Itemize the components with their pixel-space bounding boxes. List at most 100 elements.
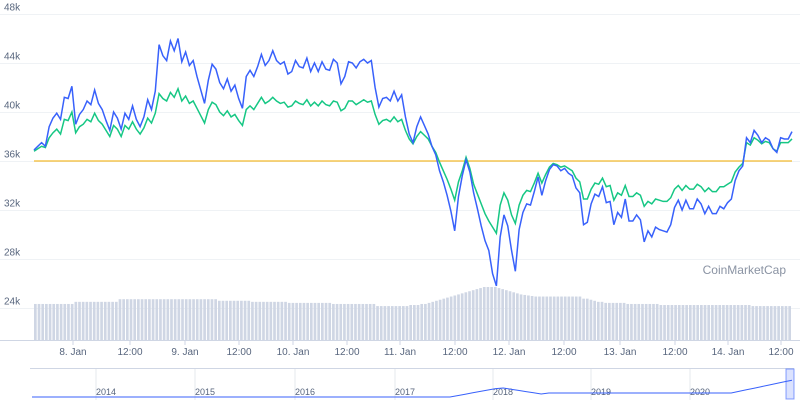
volume-bar — [328, 302, 332, 340]
volume-bar — [729, 305, 733, 340]
volume-bar — [527, 295, 530, 340]
volume-bar — [148, 299, 151, 340]
volume-bar — [155, 299, 159, 340]
volume-bar — [214, 299, 217, 340]
volume-bar — [107, 301, 111, 340]
volume-bar — [574, 296, 578, 340]
volume-bar — [229, 300, 232, 340]
volume-bar — [225, 300, 229, 340]
x-tick-label: 12:00 — [442, 347, 467, 358]
volume-bar — [655, 303, 659, 340]
volume-bar — [210, 299, 214, 340]
volume-bar — [258, 301, 262, 340]
volume-bar — [247, 300, 251, 340]
volume-bar — [357, 303, 361, 340]
volume-bar — [284, 301, 287, 340]
x-tick-label: 12:00 — [551, 347, 576, 358]
volume-bar — [383, 306, 387, 340]
volume-bar — [633, 303, 637, 340]
volume-bar — [560, 296, 563, 340]
volume-bar — [681, 305, 685, 340]
volume-bar — [788, 306, 791, 340]
volume-bar — [100, 301, 103, 340]
volume-bar — [298, 302, 302, 340]
volume-bar — [41, 303, 45, 340]
volume-bar — [273, 301, 276, 340]
volume-bar — [343, 303, 346, 340]
volume-bar — [582, 298, 585, 340]
volume-bar — [394, 306, 398, 340]
volume-bar — [221, 300, 225, 340]
volume-bar — [295, 302, 298, 340]
volume-bar — [468, 291, 471, 340]
navigator-range-handle[interactable] — [785, 368, 795, 400]
navigator-year-label: 2015 — [195, 387, 215, 397]
volume-bar — [523, 294, 527, 340]
volume-bar — [670, 305, 674, 340]
volume-bar — [725, 305, 729, 340]
volume-bar — [81, 301, 85, 340]
x-axis-ticks: 8. Jan 12:00 9. Jan 12:00 10. Jan 12:00 11. Ja… — [59, 341, 794, 358]
volume-bar — [387, 306, 390, 340]
volume-bar — [401, 306, 405, 340]
volume-bar — [111, 301, 114, 340]
volume-bar — [615, 302, 619, 340]
volume-bar — [390, 306, 394, 340]
volume-bar — [335, 303, 339, 340]
volume-bar — [368, 303, 372, 340]
volume-bar — [63, 303, 67, 340]
watermark-coinmarketcap: CoinMarketCap — [703, 263, 787, 277]
volume-bar — [744, 305, 747, 340]
volume-bar — [490, 287, 493, 340]
volume-bar — [420, 303, 424, 340]
y-tick-label: 28k — [4, 248, 21, 259]
volume-bar — [501, 289, 504, 340]
volume-bar — [59, 303, 63, 340]
time-navigator[interactable]: 2014 2015 2016 2017 2018 2019 2020 — [30, 368, 795, 400]
volume-bar — [637, 303, 641, 340]
volume-bar — [103, 301, 107, 340]
volume-bar — [254, 301, 258, 340]
volume-bar — [504, 290, 508, 340]
volume-bar — [125, 299, 129, 340]
volume-bar — [306, 302, 309, 340]
x-tick-label: 12. Jan — [493, 347, 526, 358]
volume-bar — [641, 303, 644, 340]
volume-bar — [265, 301, 269, 340]
volume-bar — [538, 296, 541, 340]
volume-bar — [696, 305, 700, 340]
volume-bar — [287, 302, 291, 340]
volume-bar — [486, 287, 490, 340]
volume-bar — [332, 303, 335, 340]
volume-bar — [195, 299, 199, 340]
volume-bar — [659, 305, 663, 340]
volume-bar — [431, 301, 435, 340]
volume-bar — [600, 301, 604, 340]
volume-bar — [464, 292, 468, 340]
x-tick-label: 13. Jan — [604, 347, 637, 358]
volume-bar — [446, 297, 449, 340]
volume-bar — [162, 299, 166, 340]
volume-bar — [350, 303, 354, 340]
volume-bar — [324, 302, 328, 340]
volume-bar — [280, 301, 284, 340]
navigator-year-label: 2017 — [395, 387, 415, 397]
volume-bar — [567, 296, 571, 340]
volume-bar — [376, 306, 379, 340]
volume-bar — [747, 305, 751, 340]
volume-bar — [92, 301, 96, 340]
volume-bar — [240, 300, 243, 340]
volume-bar — [354, 303, 357, 340]
volume-bar — [677, 305, 681, 340]
x-tick-label: 8. Jan — [59, 347, 86, 358]
volume-bar — [129, 299, 133, 340]
volume-bar — [777, 306, 780, 340]
volume-bar — [372, 303, 376, 340]
volume-bar — [549, 296, 552, 340]
volume-bar — [479, 288, 482, 340]
volume-bar — [438, 299, 442, 340]
volume-bar — [177, 299, 181, 340]
volume-bar — [67, 303, 70, 340]
